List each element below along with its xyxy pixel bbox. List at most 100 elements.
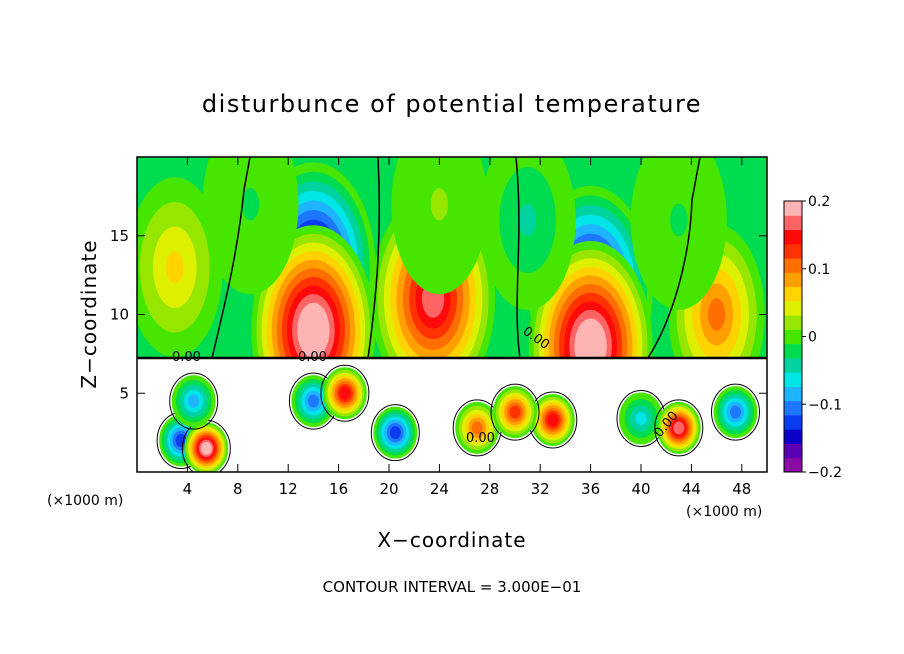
colorbar-swatch: [784, 457, 802, 473]
lower-contour: [490, 383, 540, 441]
field-band: [391, 157, 488, 295]
y-axis-label: Z−coordinate: [77, 239, 101, 388]
lower-feature: [711, 383, 760, 441]
field-band: [241, 188, 259, 221]
colorbar-swatch: [784, 243, 802, 259]
x-tick-label: 40: [631, 480, 650, 498]
y-tick-label: 5: [119, 384, 129, 402]
field-band: [579, 327, 602, 365]
field-feature: [479, 157, 576, 310]
lower-feature: [169, 372, 219, 430]
field-band: [430, 188, 448, 221]
x-tick-label: 36: [581, 480, 600, 498]
colorbar-swatch: [784, 443, 802, 459]
colorbar-swatch: [784, 201, 802, 216]
lower-feature: [181, 419, 231, 472]
colorbar: −0.2 −0.1 0 0.1 0.2: [783, 194, 842, 481]
lower-contour: [711, 383, 760, 441]
contour-label: 0.00: [298, 350, 327, 365]
field-band: [166, 251, 184, 284]
chart-title: disturbunce of potential temperature: [202, 90, 702, 118]
x-tick-label: 8: [233, 480, 243, 498]
lower-band: [389, 426, 401, 440]
zero-contour-right: [647, 157, 701, 359]
colorbar-tick-label: −0.1: [808, 397, 842, 413]
lower-band: [730, 405, 741, 419]
zero-contour-mid: [367, 157, 381, 359]
colorbar-swatch: [784, 329, 802, 345]
x-tick-label: 16: [329, 480, 348, 498]
colorbar-swatch: [784, 258, 802, 273]
colorbar-swatch: [784, 386, 802, 402]
field-band: [670, 203, 688, 237]
lower-contour: [654, 399, 704, 457]
lower-contour: [370, 404, 420, 462]
colorbar-swatch: [784, 272, 802, 288]
field-band: [708, 298, 726, 331]
contour-label: 0.00: [172, 350, 201, 365]
y-axis-ticks: 5 10 15: [110, 227, 767, 402]
lower-feature: [490, 383, 540, 441]
field-band: [202, 157, 299, 295]
x-unit-label-left: (×1000 m): [47, 493, 123, 509]
y-tick-label: 10: [110, 306, 129, 324]
plot-area: 0.00 0.00 0.00 0.00 0.00 4 8 12 16 20 24 28 32 3…: [110, 156, 768, 498]
lower-feature: [452, 399, 502, 457]
lower-band: [339, 386, 351, 400]
colorbar-swatch: [784, 286, 802, 302]
field-band: [302, 311, 325, 350]
x-unit-label-right: (×1000 m): [686, 504, 762, 520]
colorbar-swatch: [784, 400, 802, 416]
colorbar-swatch: [784, 357, 802, 373]
lower-band: [307, 394, 319, 408]
x-tick-label: 12: [279, 480, 298, 498]
lower-feature: [616, 389, 666, 447]
lower-band: [200, 441, 212, 455]
colorbar-swatch: [784, 372, 802, 387]
zero-contour-left: [211, 157, 251, 359]
lower-feature: [528, 391, 578, 449]
colorbar-swatch: [784, 429, 802, 444]
x-tick-label: 20: [379, 480, 398, 498]
x-tick-label: 4: [183, 480, 193, 498]
lower-layer-features: [156, 364, 760, 472]
lower-contour: [320, 364, 370, 422]
x-axis-ticks: 4 8 12 16 20 24 28 32 36 40 44 48: [183, 157, 751, 498]
contour-interval-annotation: CONTOUR INTERVAL = 3.000E−01: [323, 578, 582, 596]
lower-band: [635, 411, 647, 425]
colorbar-swatch: [784, 343, 802, 359]
lower-band: [188, 394, 200, 408]
x-tick-label: 28: [480, 480, 499, 498]
contour-label: 0.00: [466, 431, 495, 446]
colorbar-swatch: [784, 315, 802, 330]
field-feature: [202, 157, 299, 295]
colorbar-tick-label: 0.1: [808, 262, 830, 278]
x-tick-label: 44: [682, 480, 701, 498]
colorbar-tick-label: −0.2: [808, 465, 842, 481]
zero-contour-center: [515, 157, 521, 359]
colorbar-tick-label: 0: [808, 330, 817, 346]
lower-contour: [169, 372, 219, 430]
lower-band: [471, 421, 483, 435]
field-feature: [137, 177, 223, 358]
x-tick-label: 32: [531, 480, 550, 498]
colorbar-swatch: [784, 414, 802, 430]
field-feature: [630, 157, 727, 310]
lower-band: [547, 413, 559, 427]
lower-feature: [320, 364, 370, 422]
colorbar-tick-label: 0.2: [808, 194, 830, 210]
field-feature: [391, 157, 488, 295]
x-tick-label: 24: [430, 480, 449, 498]
field-band: [519, 203, 537, 237]
colorbar-swatch: [784, 215, 802, 231]
y-tick-label: 15: [110, 227, 129, 245]
lower-feature: [370, 404, 420, 462]
colorbar-swatch: [784, 229, 802, 245]
lower-feature: [654, 399, 704, 457]
x-axis-label: X−coordinate: [377, 528, 526, 552]
x-tick-label: 48: [732, 480, 751, 498]
lower-band: [509, 405, 521, 419]
lower-band: [673, 421, 685, 435]
colorbar-swatch: [784, 300, 802, 316]
